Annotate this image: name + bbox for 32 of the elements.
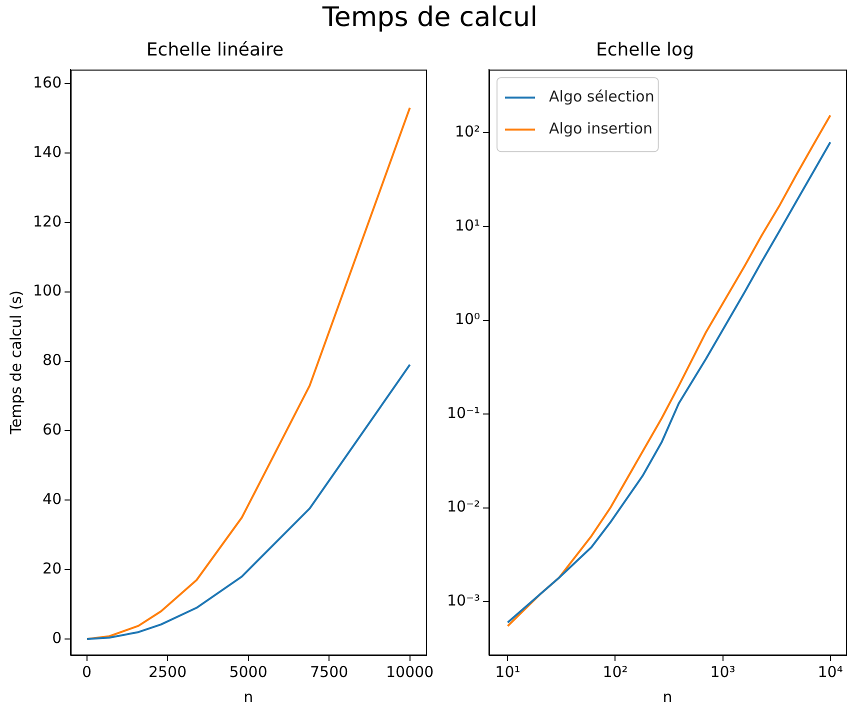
y-tick-label: 10⁻¹ <box>446 404 480 422</box>
y-axis-title: Temps de calcul (s) <box>6 290 25 436</box>
y-tick-label: 140 <box>32 142 62 161</box>
y-tick-label: 60 <box>42 420 62 439</box>
y-tick-label: 10⁻³ <box>446 592 480 610</box>
chart-subtitle: Echelle log <box>596 39 694 60</box>
x-tick-label: 0 <box>82 662 92 681</box>
x-tick-label: 2500 <box>148 662 187 681</box>
y-tick-label: 20 <box>42 559 62 578</box>
y-tick-label: 10⁻² <box>446 498 480 516</box>
y-tick-label: 10⁰ <box>454 310 480 328</box>
x-tick-label: 7500 <box>310 662 348 681</box>
x-tick-label: 5000 <box>229 662 268 681</box>
y-tick-label: 160 <box>32 73 62 92</box>
x-axis-title: n <box>662 688 672 706</box>
x-tick-label: 10⁴ <box>818 662 843 681</box>
legend-label: Algo sélection <box>549 87 654 106</box>
x-tick-label: 10³ <box>710 662 736 681</box>
chart-subtitle: Echelle linéaire <box>146 39 284 60</box>
y-tick-label: 0 <box>52 628 62 647</box>
x-tick-label: 10000 <box>386 662 434 681</box>
legend-label: Algo insertion <box>549 119 653 138</box>
chart-title: Temps de calcul <box>321 2 539 33</box>
x-axis-title: n <box>244 688 254 706</box>
y-tick-label: 40 <box>42 490 62 508</box>
y-tick-label: 10¹ <box>454 216 480 234</box>
y-tick-label: 120 <box>32 212 62 230</box>
x-tick-label: 10¹ <box>495 662 520 681</box>
y-tick-label: 80 <box>42 351 62 370</box>
x-tick-label: 10² <box>602 662 628 681</box>
y-tick-label: 100 <box>32 282 62 300</box>
y-tick-label: 10² <box>454 122 480 141</box>
